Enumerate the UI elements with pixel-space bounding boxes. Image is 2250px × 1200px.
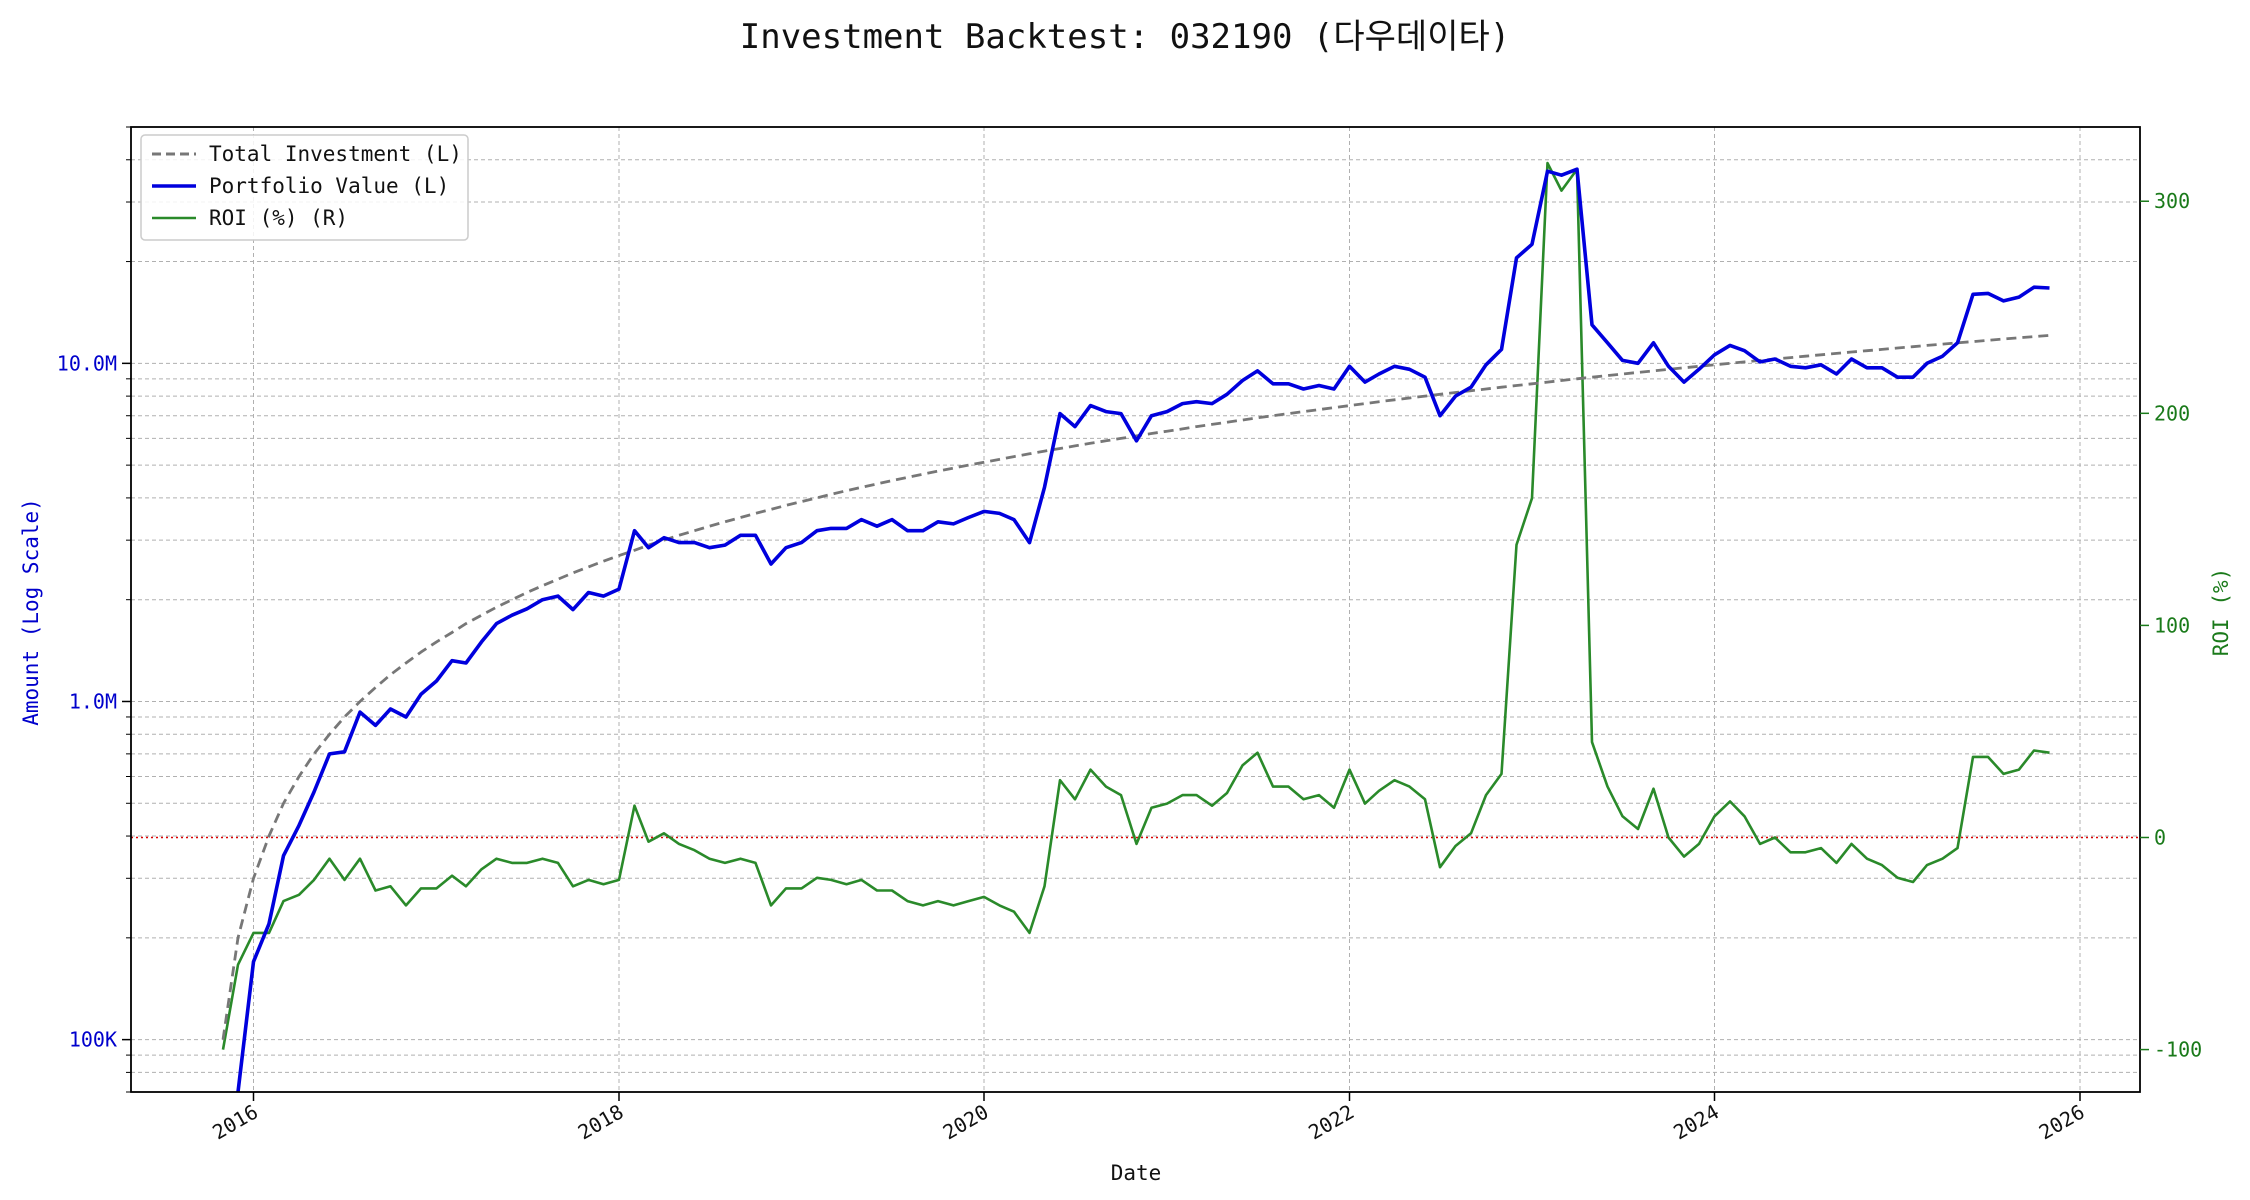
x-tick-label: 2022 xyxy=(1304,1100,1358,1145)
left-axis-label: Amount (Log Scale) xyxy=(19,498,43,726)
right-tick-label: 100 xyxy=(2154,613,2190,637)
x-tick-label: 2024 xyxy=(1669,1100,1723,1145)
roi-line xyxy=(221,161,2050,1050)
x-tick-label: 2018 xyxy=(574,1100,628,1145)
total-investment-line xyxy=(221,334,2050,1040)
portfolio-value-line xyxy=(236,167,2050,1093)
left-tick-label: 1.0M xyxy=(69,689,117,713)
x-tick-label: 2020 xyxy=(939,1100,993,1145)
right-tick-label: -100 xyxy=(2154,1038,2202,1062)
left-tick-label: 10.0M xyxy=(57,351,117,375)
right-tick-label: 0 xyxy=(2154,825,2166,849)
legend-label-portfolio-value: Portfolio Value (L) xyxy=(209,174,449,198)
right-tick-label: 300 xyxy=(2154,189,2190,213)
chart-title: Investment Backtest: 032190 (다우데이타) xyxy=(740,17,1511,57)
legend-label-roi: ROI (%) (R) xyxy=(209,206,348,230)
legend: Total Investment (L) Portfolio Value (L)… xyxy=(140,134,469,241)
legend-label-total-investment: Total Investment (L) xyxy=(209,142,462,166)
legend-box xyxy=(140,134,469,241)
x-tick-label: 2026 xyxy=(2035,1100,2089,1145)
grid-lines xyxy=(131,126,2140,1093)
plot-frame xyxy=(130,126,2141,1093)
left-tick-label: 100K xyxy=(69,1028,117,1052)
x-axis-label: Date xyxy=(1111,1161,1162,1185)
right-tick-label: 200 xyxy=(2154,401,2190,425)
x-tick-label: 2016 xyxy=(208,1100,262,1145)
right-axis-label: ROI (%) xyxy=(2209,568,2233,657)
axes: 2016 2018 2020 2022 2024 2026 100K 1.0M 10.0M -10… xyxy=(57,126,2202,1145)
plot-series xyxy=(221,161,2050,1093)
